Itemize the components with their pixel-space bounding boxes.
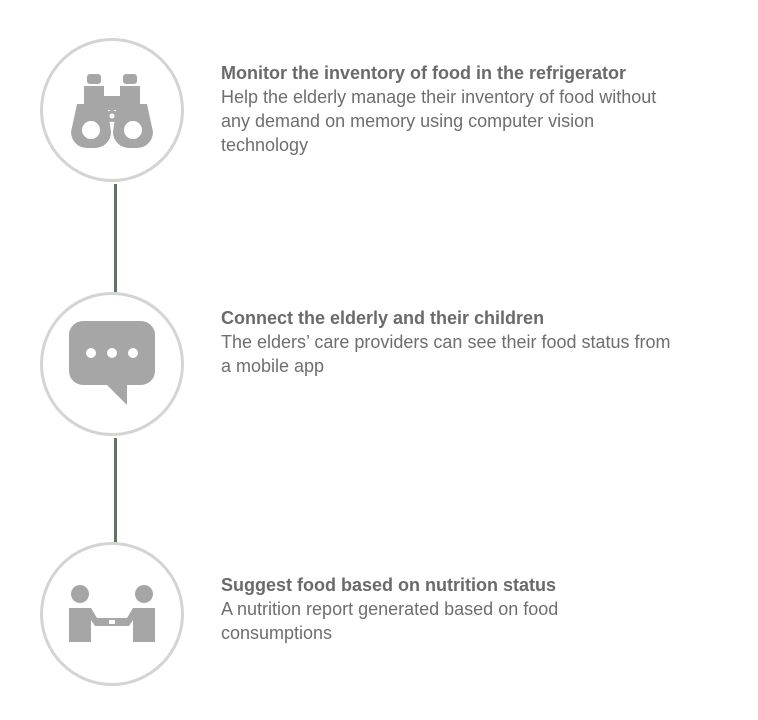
feature-icon-circle-2 xyxy=(40,292,184,436)
chat-bubble-icon xyxy=(69,321,155,405)
feature-2: Connect the elderly and their children T… xyxy=(221,306,741,378)
timeline-connector-1 xyxy=(114,184,117,292)
feature-description: A nutrition report generated based on fo… xyxy=(221,599,559,643)
feature-3: Suggest food based on nutrition status A… xyxy=(221,573,741,645)
feature-title: Monitor the inventory of food in the ref… xyxy=(221,63,626,83)
feature-description: Help the elderly manage their inventory … xyxy=(221,87,657,155)
timeline-connector-2 xyxy=(114,438,117,544)
feature-icon-circle-3 xyxy=(40,542,184,686)
handshake-icon xyxy=(69,585,155,642)
feature-description: The elders’ care providers can see their… xyxy=(221,332,671,376)
feature-title: Connect the elderly and their children xyxy=(221,308,545,328)
feature-icon-circle-1 xyxy=(40,38,184,182)
binoculars-icon xyxy=(71,74,153,148)
feature-1: Monitor the inventory of food in the ref… xyxy=(221,61,741,157)
feature-title: Suggest food based on nutrition status xyxy=(221,575,556,595)
